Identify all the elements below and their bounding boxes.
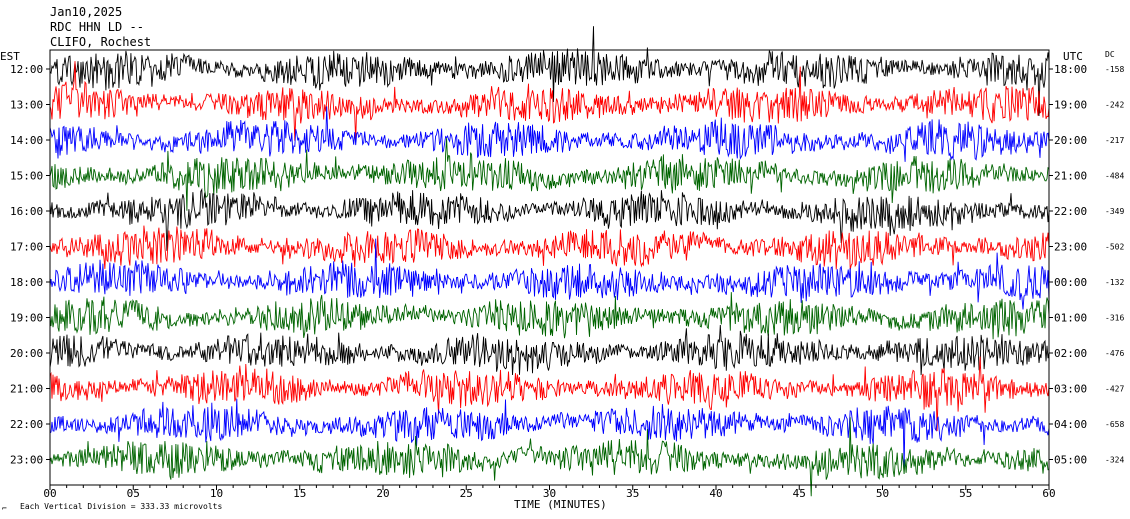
dc-offset-label: -316 bbox=[1105, 314, 1124, 323]
utc-time-label: 03:00 bbox=[1054, 383, 1087, 396]
dc-offset-label: -324 bbox=[1105, 456, 1124, 465]
trace-line bbox=[49, 356, 1050, 432]
x-tick-label: 25 bbox=[460, 487, 473, 500]
utc-time-label: 19:00 bbox=[1054, 99, 1087, 112]
trace-line bbox=[49, 292, 1050, 340]
dc-offset-label: -217 bbox=[1105, 136, 1124, 145]
utc-time-label: 02:00 bbox=[1054, 347, 1087, 360]
x-tick-label: 20 bbox=[376, 487, 389, 500]
dc-offset-label: -427 bbox=[1105, 385, 1124, 394]
trace-line bbox=[49, 26, 1050, 117]
dc-offset-label: -502 bbox=[1105, 243, 1124, 252]
x-tick-label: 05 bbox=[127, 487, 140, 500]
utc-time-label: 23:00 bbox=[1054, 241, 1087, 254]
dc-offset-label: -476 bbox=[1105, 349, 1124, 358]
x-tick-label: 55 bbox=[959, 487, 972, 500]
x-tick-label: 15 bbox=[293, 487, 306, 500]
est-time-label: 18:00 bbox=[10, 276, 43, 289]
trace-line bbox=[49, 106, 1050, 162]
est-time-label: 13:00 bbox=[10, 99, 43, 112]
utc-time-label: 05:00 bbox=[1054, 454, 1087, 467]
row-labels: 12:00 18:00 -158 13:00 19:00 -242 14:00 20:00 -2… bbox=[10, 63, 1124, 467]
trace-line bbox=[49, 324, 1050, 376]
est-time-label: 16:00 bbox=[10, 205, 43, 218]
x-tick-label: 45 bbox=[793, 487, 806, 500]
utc-time-label: 18:00 bbox=[1054, 63, 1087, 76]
dc-offset-label: -132 bbox=[1105, 278, 1124, 287]
est-time-label: 19:00 bbox=[10, 312, 43, 325]
trace-line bbox=[49, 225, 1050, 270]
utc-time-label: 00:00 bbox=[1054, 276, 1087, 289]
x-tick-label: 00 bbox=[43, 487, 56, 500]
x-tick-label: 10 bbox=[210, 487, 223, 500]
x-tick-label: 30 bbox=[543, 487, 556, 500]
est-time-label: 22:00 bbox=[10, 418, 43, 431]
header-station: RDC HHN LD -- bbox=[50, 20, 144, 34]
header-date: Jan10,2025 bbox=[50, 5, 122, 19]
trace-line bbox=[49, 238, 1050, 310]
trace-line bbox=[49, 61, 1050, 141]
utc-time-label: 22:00 bbox=[1054, 205, 1087, 218]
dc-offset-label: -158 bbox=[1105, 65, 1124, 74]
right-axis-label: UTC bbox=[1063, 50, 1083, 63]
header-network: CLIFO, Rochest bbox=[50, 35, 151, 49]
x-tick-label: 35 bbox=[626, 487, 639, 500]
trace-line bbox=[49, 398, 1050, 471]
dc-offset-label: -242 bbox=[1105, 101, 1124, 110]
scale-symbol: ⌐ bbox=[2, 504, 7, 513]
dc-offset-label: -484 bbox=[1105, 172, 1124, 181]
x-tick-label: 50 bbox=[876, 487, 889, 500]
left-axis-label: EST bbox=[0, 50, 20, 63]
est-time-label: 15:00 bbox=[10, 170, 43, 183]
utc-time-label: 04:00 bbox=[1054, 418, 1087, 431]
est-time-label: 12:00 bbox=[10, 63, 43, 76]
x-tick-label: 40 bbox=[709, 487, 722, 500]
footer-note: Each Vertical Division = 333.33 microvol… bbox=[20, 502, 222, 511]
utc-time-label: 21:00 bbox=[1054, 170, 1087, 183]
est-time-label: 20:00 bbox=[10, 347, 43, 360]
trace-line bbox=[49, 417, 1050, 497]
dc-label: DC bbox=[1105, 50, 1115, 59]
x-axis: 00 05 10 15 20 25 30 35 40 45 50 55 60 bbox=[43, 485, 1056, 500]
est-time-label: 14:00 bbox=[10, 134, 43, 147]
est-time-label: 17:00 bbox=[10, 241, 43, 254]
dc-offset-label: -349 bbox=[1105, 207, 1124, 216]
dc-offset-label: -658 bbox=[1105, 420, 1124, 429]
est-time-label: 21:00 bbox=[10, 383, 43, 396]
utc-time-label: 20:00 bbox=[1054, 134, 1087, 147]
trace-line bbox=[49, 187, 1050, 251]
utc-time-label: 01:00 bbox=[1054, 312, 1087, 325]
est-time-label: 23:00 bbox=[10, 454, 43, 467]
x-tick-label: 60 bbox=[1042, 487, 1055, 500]
x-axis-title: TIME (MINUTES) bbox=[514, 498, 607, 511]
trace-line bbox=[49, 138, 1050, 211]
seismic-traces bbox=[49, 26, 1050, 497]
